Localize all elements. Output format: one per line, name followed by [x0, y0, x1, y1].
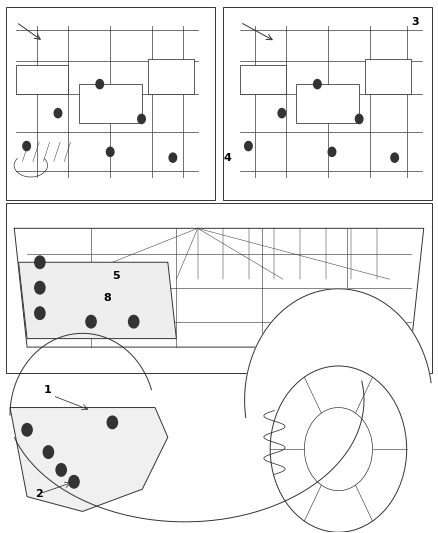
Bar: [240, 64, 286, 94]
Bar: [148, 59, 194, 94]
Circle shape: [138, 115, 145, 124]
Circle shape: [54, 109, 62, 118]
Circle shape: [86, 316, 96, 328]
Circle shape: [169, 153, 177, 162]
Circle shape: [328, 147, 336, 156]
Circle shape: [278, 109, 286, 118]
Circle shape: [107, 416, 117, 429]
Circle shape: [35, 307, 45, 319]
Circle shape: [69, 475, 79, 488]
Circle shape: [35, 281, 45, 294]
Circle shape: [22, 424, 32, 436]
Text: 8: 8: [104, 293, 112, 303]
Circle shape: [23, 141, 30, 151]
Polygon shape: [245, 289, 431, 417]
Bar: [16, 64, 68, 94]
Bar: [6, 7, 215, 200]
Circle shape: [35, 256, 45, 269]
Circle shape: [56, 464, 66, 476]
Polygon shape: [18, 262, 177, 338]
Text: 4: 4: [224, 153, 232, 163]
Circle shape: [355, 115, 363, 124]
Text: 5: 5: [113, 271, 120, 281]
Bar: [365, 59, 411, 94]
Circle shape: [43, 446, 53, 458]
Bar: [79, 84, 141, 123]
Circle shape: [106, 147, 114, 156]
Bar: [6, 203, 432, 373]
Circle shape: [314, 79, 321, 88]
Circle shape: [391, 153, 399, 162]
Text: 3: 3: [412, 17, 419, 27]
Text: 1: 1: [44, 385, 52, 395]
Bar: [223, 7, 432, 200]
Bar: [297, 84, 359, 123]
Polygon shape: [10, 408, 168, 512]
Circle shape: [129, 316, 139, 328]
Text: 2: 2: [35, 489, 43, 498]
Circle shape: [96, 79, 103, 88]
Circle shape: [245, 141, 252, 151]
Polygon shape: [14, 228, 424, 347]
